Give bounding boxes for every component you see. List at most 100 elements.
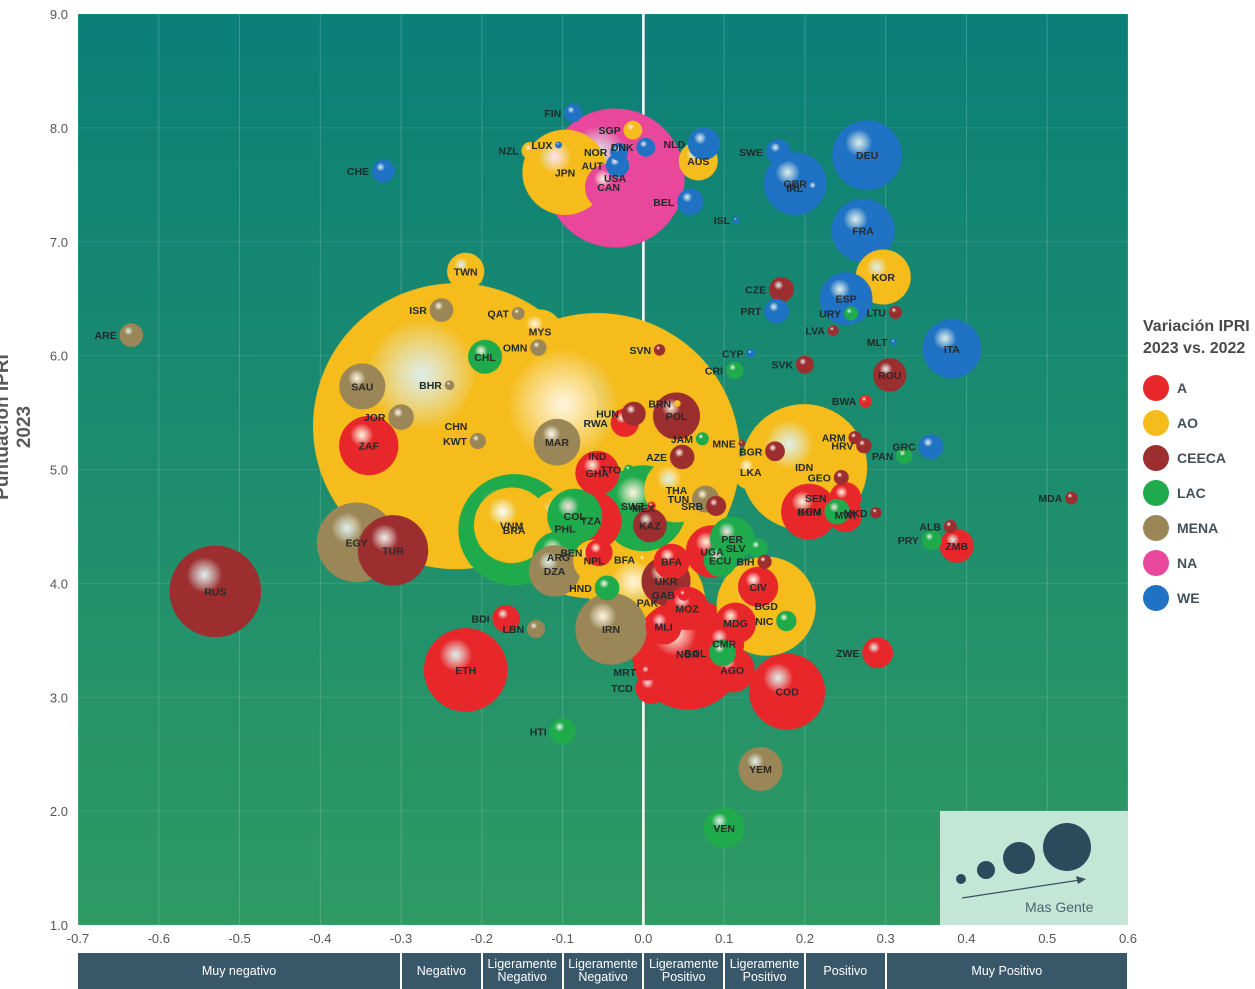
bubble-label-tza: TZA (581, 516, 602, 528)
bubble-tto (623, 464, 634, 475)
bubble-slv (748, 538, 768, 558)
bubble-circle (623, 120, 643, 140)
bubble-label-rou: ROU (878, 370, 901, 382)
legend-label: NA (1177, 554, 1198, 571)
bubble-mda (1065, 491, 1078, 505)
bubble-pan (895, 447, 913, 465)
bubble-cze (768, 276, 795, 303)
bubble-label-bwa: BWA (832, 396, 857, 408)
bubble-gbr (763, 152, 827, 216)
legend-swatch (1143, 549, 1169, 576)
legend-label: A (1177, 379, 1188, 396)
bubble-label-hti: HTI (530, 726, 547, 738)
size-legend-circle (977, 861, 995, 879)
bubble-label-swe: SWE (739, 147, 763, 159)
bubble-circle (637, 553, 650, 566)
bubble-swe (765, 139, 791, 165)
bubble-circle (429, 298, 454, 323)
bubble-label-bhr: BHR (419, 380, 442, 392)
legend-swatch (1143, 444, 1169, 471)
bubble-label-ury: URY (819, 308, 841, 320)
bubble-ben (585, 538, 613, 567)
bubble-circle (677, 588, 690, 601)
bubble-label-lux: LUX (531, 140, 552, 152)
bubble-hti (549, 718, 576, 745)
bubble-mkd (870, 506, 882, 519)
legend-swatch (1143, 584, 1169, 611)
category-bar: Ligeramente Negativo (563, 953, 643, 989)
bubble-circle (621, 401, 646, 426)
bubble-label-arg: ARG (547, 552, 570, 564)
bubble-bdi (492, 604, 520, 633)
bubble-label-nga: NGA (676, 649, 700, 661)
bubble-label-moz: MOZ (675, 603, 699, 615)
bubble-svk (795, 355, 815, 374)
bubble-label-hrv: HRV (831, 441, 853, 453)
bubble-circle (652, 392, 701, 440)
bubble-circle (669, 444, 695, 470)
bubble-label-mar: MAR (545, 437, 569, 449)
bubble-label-mkd: MKD (844, 508, 868, 520)
bubble-circle (563, 103, 583, 123)
bubble-bfa (653, 543, 690, 580)
bubble-circle (169, 545, 262, 638)
bubble-label-dnk: DNK (611, 142, 634, 154)
bubble-label-sgp: SGP (598, 125, 620, 137)
bubble-label-pan: PAN (872, 451, 893, 463)
bubble-lux (555, 141, 563, 149)
bubble-circle (526, 619, 546, 639)
bubble-label-can: CAN (597, 182, 620, 194)
bubble-label-civ: CIV (749, 582, 767, 594)
bubble-aze (669, 444, 695, 470)
bubble-label-bgd: BGD (754, 601, 778, 613)
bubble-circle (623, 464, 634, 475)
bubble-circle (890, 338, 898, 346)
bubble-label-zmb: ZMB (945, 541, 968, 553)
x-tick-label: -0.3 (390, 931, 412, 946)
bubble-label-per: PER (721, 534, 743, 546)
legend-item-a: A (1143, 370, 1255, 405)
category-bar: Muy negativo (78, 953, 401, 989)
bubble-kwt (469, 432, 486, 450)
bubble-label-dza: DZA (544, 566, 566, 578)
bubble-yem (738, 746, 783, 792)
bubble-ven (703, 807, 745, 849)
bubble-circle (555, 141, 563, 149)
bubble-circle (446, 252, 485, 291)
bubble-nld (687, 127, 721, 161)
bubble-circle (819, 272, 873, 326)
bubble-pol (652, 392, 701, 440)
bubble-label-rus: RUS (204, 586, 226, 598)
size-legend-circle (1043, 823, 1091, 871)
bubble-cod (749, 653, 826, 730)
bubble-label-twn: TWN (454, 266, 478, 278)
x-tick-label: 0.5 (1038, 931, 1056, 946)
bubble-isl (732, 216, 740, 224)
bubble-geo (833, 469, 849, 486)
bubble-label-bol: BOL (684, 648, 707, 660)
x-tick-label: -0.2 (471, 931, 493, 946)
bubble-chl (467, 339, 503, 374)
bubble-label-sen: SEN (805, 493, 827, 505)
bubble-swz (646, 501, 656, 511)
bubble-label-mne: MNE (712, 438, 735, 450)
bubble-mne (738, 439, 746, 447)
bubble-label-tun: TUN (668, 494, 690, 506)
x-tick-label: -0.6 (148, 931, 170, 946)
bubble-circle (824, 498, 851, 525)
bubble-label-aus: AUS (687, 156, 709, 168)
bubble-label-zaf: ZAF (359, 441, 380, 453)
bubble-label-bgr: BGR (739, 446, 763, 458)
x-tick-label: -0.1 (551, 931, 573, 946)
bubble-circle (653, 344, 666, 356)
bubble-label-che: CHE (347, 166, 369, 178)
bubble-label-jpn: JPN (555, 167, 575, 179)
bubble-circle (638, 663, 656, 681)
bubble-label-isr: ISR (409, 305, 427, 317)
bubble-alb (943, 519, 957, 534)
y-tick-label: 4.0 (50, 576, 68, 591)
bubble-irl (805, 179, 824, 198)
bubble-dnk (636, 137, 656, 157)
bubble-bgr (765, 441, 786, 462)
bubble-arm (848, 430, 862, 445)
